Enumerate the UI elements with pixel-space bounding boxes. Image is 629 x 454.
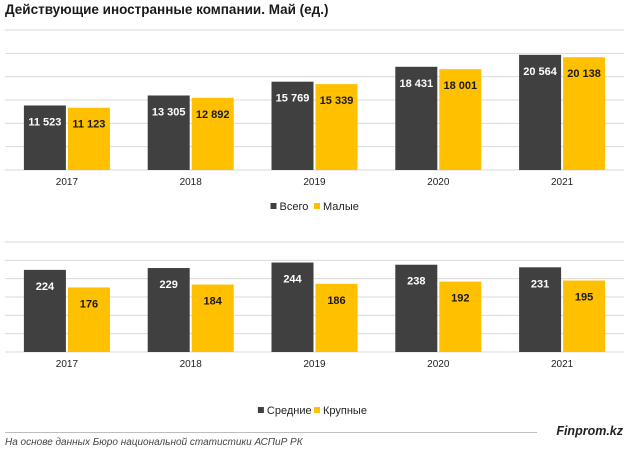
bar-yellow	[563, 57, 606, 170]
x-tick-label: 2020	[427, 177, 450, 188]
bar-dark	[395, 66, 438, 170]
x-tick-label: 2018	[180, 359, 203, 370]
x-tick-label: 2020	[427, 359, 450, 370]
legend-label: Крупные	[323, 405, 367, 417]
bar-dark	[395, 264, 438, 352]
data-label: 195	[575, 292, 593, 304]
x-tick-label: 2018	[180, 177, 203, 188]
data-label: 20 138	[567, 68, 601, 80]
bar-yellow	[563, 280, 606, 352]
data-label: 192	[451, 293, 469, 305]
bar-yellow	[439, 281, 482, 352]
data-label: 176	[80, 298, 98, 310]
data-label: 229	[160, 279, 178, 291]
legend-label: Средние	[267, 405, 312, 417]
data-label: 11 523	[28, 116, 61, 128]
bar-yellow	[191, 284, 234, 352]
legend-swatch	[257, 407, 264, 413]
brand-logo-text: Finprom.kz	[556, 424, 623, 438]
data-label: 224	[36, 281, 55, 293]
source-note: На основе данных Бюро национальной стати…	[5, 437, 303, 448]
x-tick-label: 2021	[551, 359, 574, 370]
chart-panel-top: 11 523 11 123 2017 13 305 12 892 2018 15 769 15…	[0, 20, 629, 225]
bar-dark	[271, 81, 314, 170]
bar-yellow	[67, 107, 110, 170]
bar-yellow	[439, 69, 482, 170]
x-tick-label: 2019	[303, 177, 326, 188]
x-tick-label: 2021	[551, 177, 574, 188]
legend-label: Малые	[323, 201, 359, 213]
data-label: 184	[204, 296, 223, 308]
bar-chart-top: 11 523 11 123 2017 13 305 12 892 2018 15 769 15…	[5, 29, 624, 213]
data-label: 238	[407, 276, 425, 288]
data-label: 12 892	[196, 109, 230, 121]
data-label: 18 001	[443, 80, 477, 92]
bar-dark	[271, 262, 314, 352]
bar-yellow	[191, 97, 234, 170]
data-label: 18 431	[399, 78, 433, 90]
bar-yellow	[67, 287, 110, 352]
bar-dark	[147, 95, 190, 170]
bar-yellow	[315, 84, 358, 170]
data-label: 186	[327, 295, 345, 307]
x-tick-label: 2019	[303, 359, 326, 370]
data-label: 231	[531, 278, 549, 290]
x-tick-label: 2017	[56, 177, 79, 188]
bar-dark	[23, 105, 66, 170]
footer-divider	[5, 432, 537, 433]
legend-swatch	[270, 203, 277, 209]
legend-swatch	[314, 203, 320, 209]
bar-dark	[519, 54, 562, 170]
chart-title: Действующие иностранные компании. Май (е…	[5, 2, 329, 17]
bar-chart-bottom: 224 176 2017 229 184 2018 244 186 2019 238 192 2020…	[5, 241, 624, 417]
bar-dark	[519, 267, 562, 352]
legend-swatch	[314, 407, 320, 413]
data-label: 15 769	[276, 93, 310, 105]
bar-dark	[23, 269, 66, 352]
bar-yellow	[315, 283, 358, 352]
bar-dark	[147, 268, 190, 352]
chart-panel-bottom: 224 176 2017 229 184 2018 244 186 2019 238 192 2020…	[0, 232, 629, 427]
data-label: 244	[283, 274, 302, 286]
data-label: 13 305	[152, 106, 186, 118]
x-tick-label: 2017	[56, 359, 79, 370]
data-label: 11 123	[72, 119, 105, 131]
data-label: 15 339	[320, 95, 354, 107]
data-label: 20 564	[523, 66, 558, 78]
legend-label: Всего	[280, 201, 309, 213]
